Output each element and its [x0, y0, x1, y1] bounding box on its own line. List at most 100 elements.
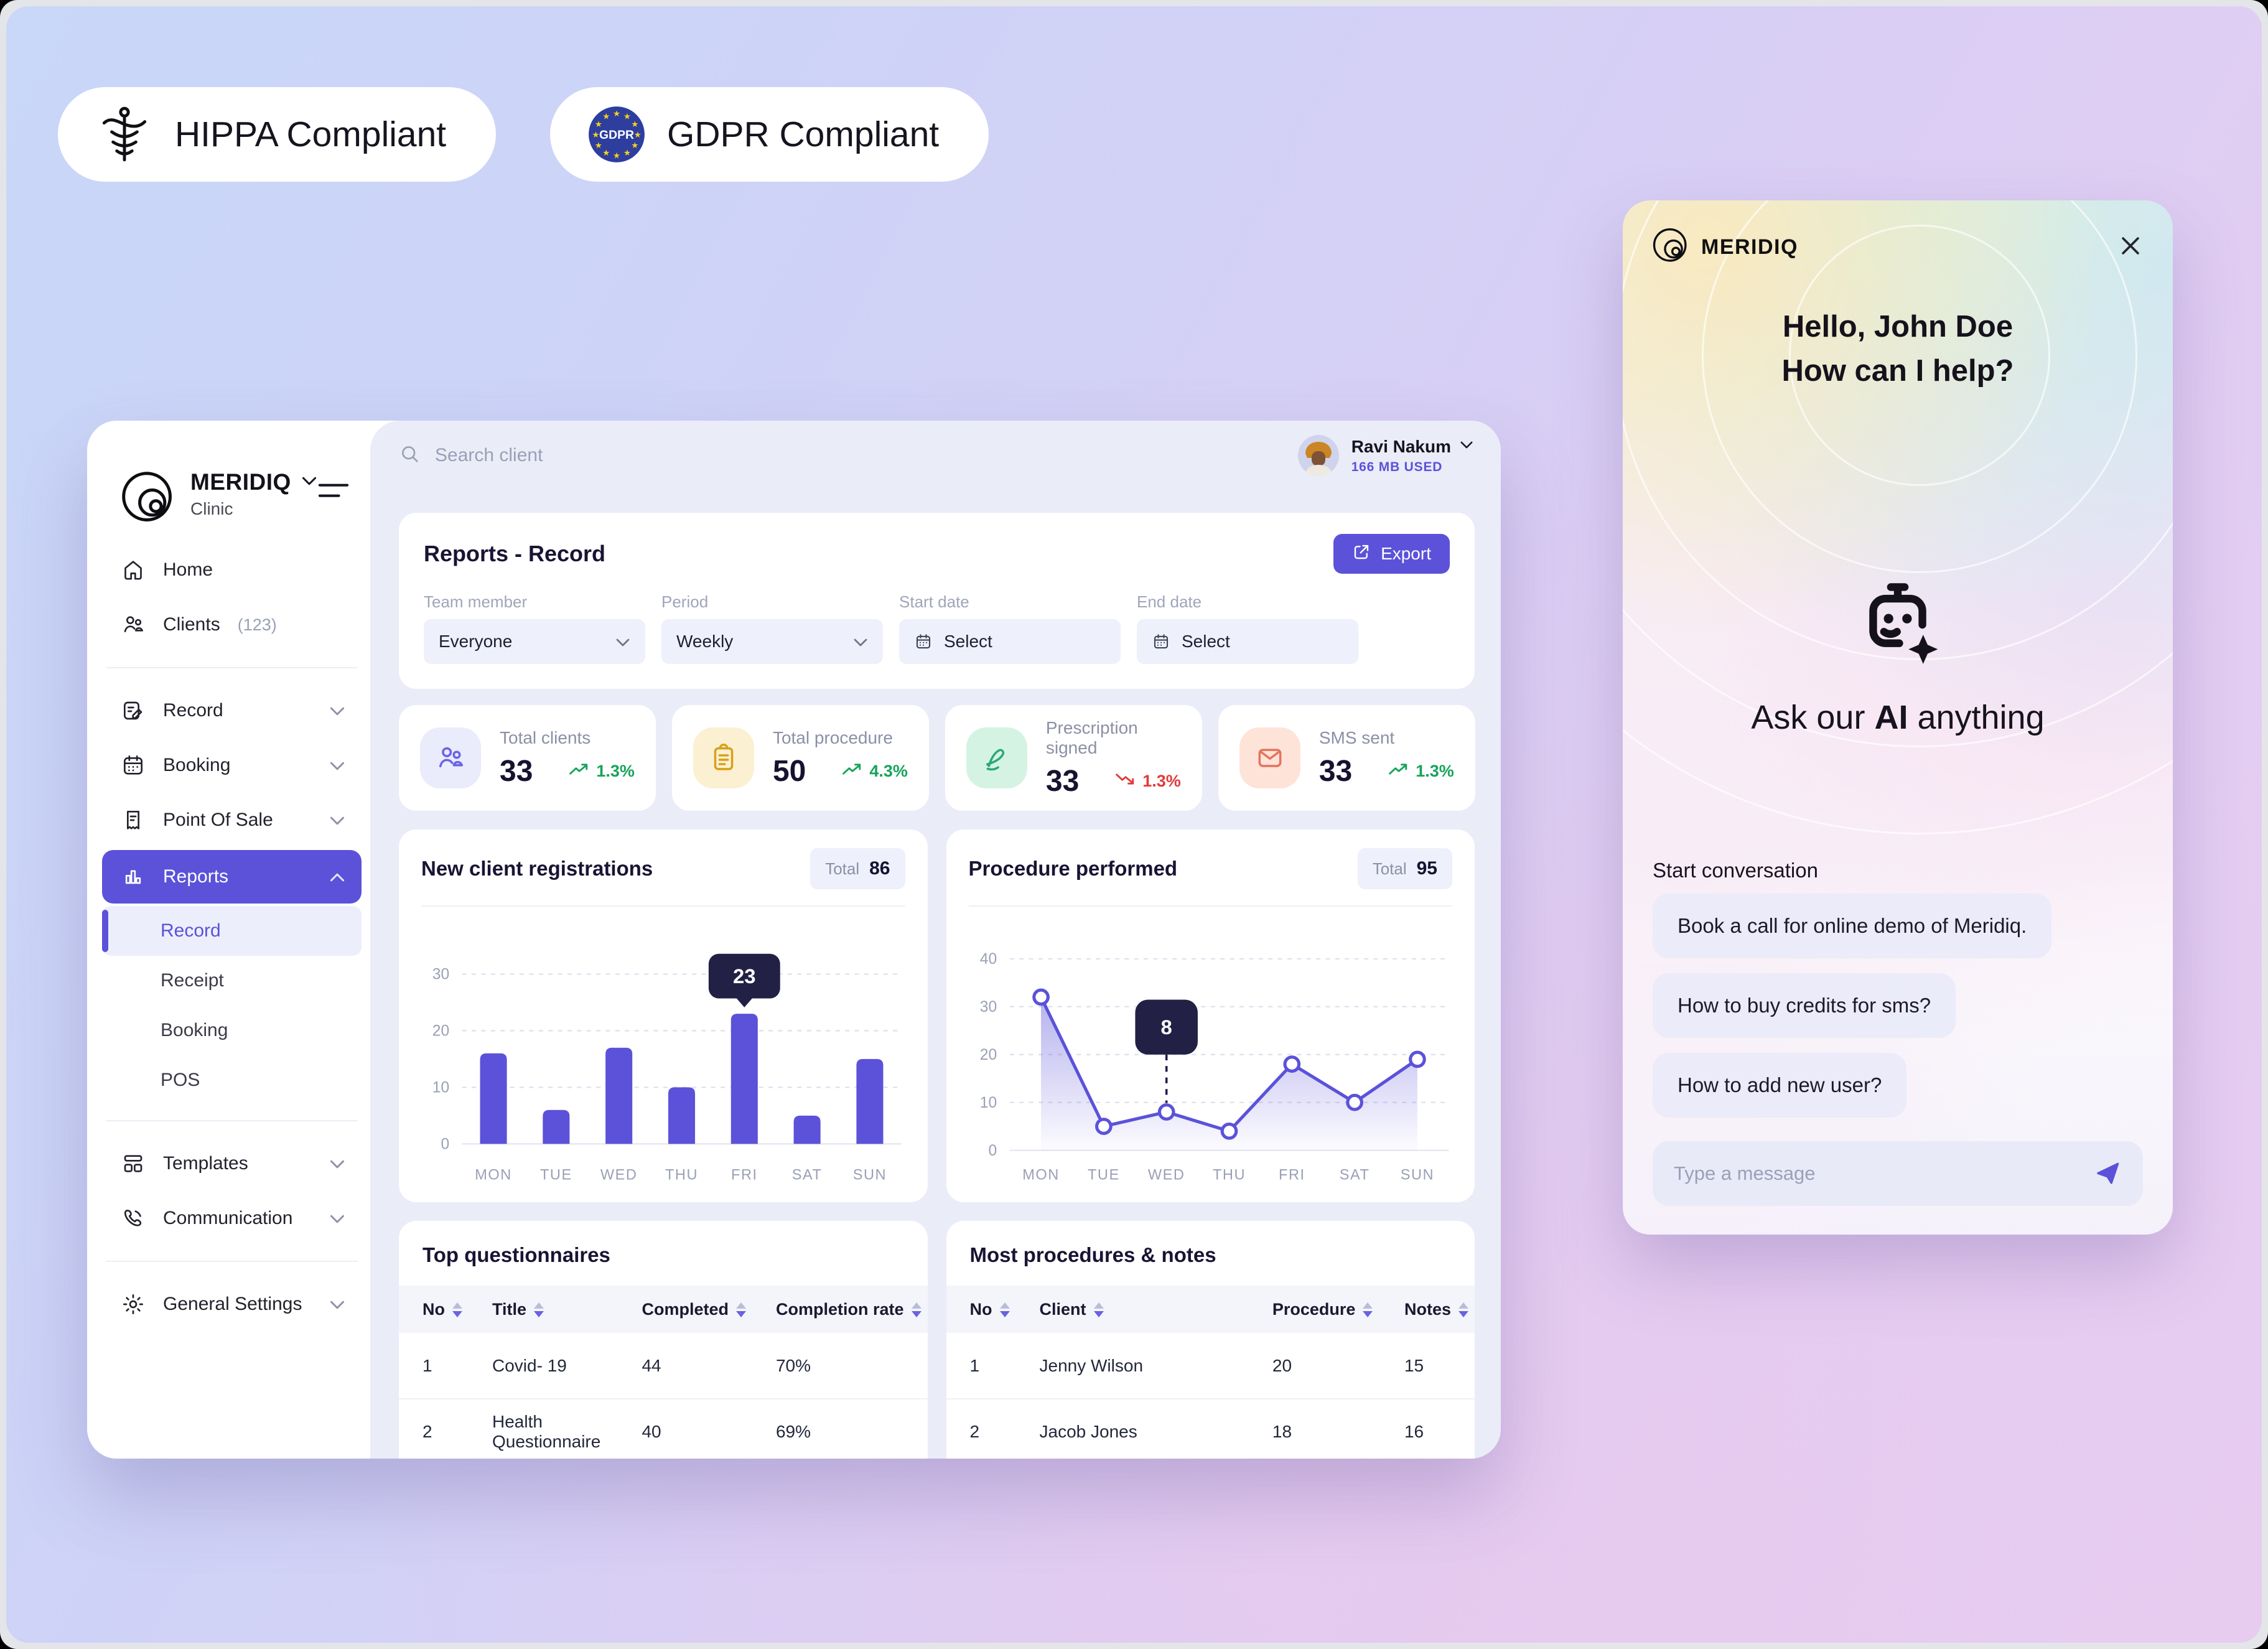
table-cell: 1 — [969, 1355, 980, 1375]
column-header[interactable]: No — [946, 1286, 1016, 1333]
send-icon[interactable] — [2093, 1159, 2122, 1188]
sidebar-subitem-booking[interactable]: Booking — [102, 1006, 362, 1055]
column-header[interactable]: Completion rate — [752, 1286, 928, 1333]
column-header[interactable]: No — [399, 1286, 469, 1333]
close-icon[interactable] — [2117, 232, 2144, 263]
sidebar-logo-row: MERIDIQ Clinic — [119, 469, 350, 530]
sidebar-item-booking[interactable]: Booking — [102, 738, 362, 793]
stat-label: SMS sent — [1318, 727, 1395, 747]
table-row: 1 Jenny Wilson 20 15 — [946, 1333, 1475, 1399]
svg-text:THU: THU — [665, 1167, 698, 1183]
export-label: Export — [1381, 544, 1431, 563]
svg-text:★: ★ — [634, 130, 642, 139]
ask-bold: AI — [1874, 699, 1908, 736]
total-value: 86 — [869, 858, 890, 879]
date-picker[interactable]: Select — [1137, 619, 1358, 664]
stat-value: 50 — [772, 754, 806, 788]
sidebar-item-home[interactable]: Home — [102, 543, 362, 597]
stat-body: Total clients 33 1.3% — [500, 728, 635, 788]
sidebar-subitem-receipt[interactable]: Receipt — [102, 956, 362, 1006]
table-cell: 15 — [1404, 1355, 1424, 1375]
sidebar-item-label: Reports — [163, 866, 229, 887]
svg-text:★: ★ — [623, 112, 631, 121]
svg-text:SUN: SUN — [1400, 1167, 1434, 1183]
user-menu[interactable]: Ravi Nakum 166 MB USED — [1297, 435, 1473, 476]
column-header[interactable]: Client — [1016, 1286, 1249, 1333]
sidebar-item-reports[interactable]: Reports — [102, 850, 362, 904]
table-cell: 69% — [752, 1398, 928, 1459]
trend-up-icon — [842, 762, 863, 781]
sidebar-item-label: General Settings — [163, 1294, 302, 1314]
filter-select[interactable]: Everyone — [424, 619, 645, 664]
sidebar-item-templates[interactable]: Templates — [102, 1136, 362, 1191]
caduceus-icon — [94, 104, 155, 165]
suggestion-chip[interactable]: Book a call for online demo of Meridiq. — [1653, 894, 2052, 958]
sort-icon — [1458, 1302, 1468, 1318]
suggestion-chip[interactable]: How to buy credits for sms? — [1653, 973, 1956, 1038]
message-input[interactable] — [1674, 1162, 2082, 1185]
stat-card: Total clients 33 1.3% — [399, 705, 656, 811]
table-row: 1 Covid- 19 44 70% — [399, 1333, 928, 1399]
export-button[interactable]: Export — [1333, 534, 1450, 574]
sidebar-item-communication[interactable]: Communication — [102, 1191, 362, 1246]
sort-icon — [735, 1302, 746, 1318]
stat-body: Prescription signed 33 1.3% — [1046, 718, 1181, 798]
sort-icon — [452, 1302, 462, 1318]
stat-label: Total procedure — [772, 727, 893, 747]
sidebar-item-clients[interactable]: Clients (123) — [102, 597, 362, 652]
stat-trend: 1.3% — [1115, 772, 1181, 791]
search-icon — [399, 443, 421, 469]
column-header[interactable]: Title — [469, 1286, 618, 1333]
filter-value: Select — [944, 632, 992, 651]
svg-text:8: 8 — [1160, 1016, 1172, 1039]
filter-fields: Team member Everyone Period Weekly Start… — [424, 592, 1450, 664]
sidebar-item-record[interactable]: Record — [102, 683, 362, 738]
svg-text:FRI: FRI — [731, 1167, 758, 1183]
chevron-down-icon — [329, 700, 345, 721]
chat-header: MERIDIQ — [1623, 200, 2173, 294]
greeting-line-2: How can I help? — [1781, 354, 2014, 388]
sidebar-item-label: Booking — [163, 755, 231, 775]
ask-ai-tagline: Ask our AI anything — [1623, 698, 2173, 737]
workspace-switcher[interactable]: MERIDIQ — [190, 469, 317, 495]
chevron-down-icon — [1460, 441, 1473, 452]
compliance-badge: HIPPA Compliant — [58, 87, 497, 182]
chat-brand: MERIDIQ — [1651, 227, 1798, 268]
trend-value: 1.3% — [1142, 771, 1181, 790]
svg-text:20: 20 — [979, 1047, 996, 1063]
chart-card-registrations: New client registrations Total 86 0 10 20 3… — [399, 829, 928, 1203]
item-count: (123) — [237, 615, 277, 634]
suggestion-chip[interactable]: How to add new user? — [1653, 1053, 1907, 1118]
table-cell: 20 — [1272, 1355, 1292, 1375]
column-header[interactable]: Procedure — [1249, 1286, 1381, 1333]
total-label: Total — [1372, 859, 1407, 878]
stat-trend: 1.3% — [569, 762, 635, 781]
line-chart: 0 10 20 30 40 8 MON TUE WED THU FRI SAT SUN — [979, 951, 1449, 1183]
sidebar-subitem-record[interactable]: Record — [102, 906, 362, 956]
sidebar-item-general-settings[interactable]: General Settings — [102, 1277, 362, 1332]
hamburger-menu-icon[interactable] — [317, 480, 350, 505]
sidebar-item-label: Record — [163, 700, 223, 721]
filter-select[interactable]: Weekly — [661, 619, 883, 664]
svg-text:10: 10 — [979, 1095, 996, 1111]
column-header[interactable]: Completed — [618, 1286, 752, 1333]
filter-label: End date — [1137, 592, 1202, 611]
column-header[interactable]: Notes — [1381, 1286, 1475, 1333]
date-picker[interactable]: Select — [899, 619, 1121, 664]
sidebar-subitem-pos[interactable]: POS — [102, 1055, 362, 1105]
clients-icon — [121, 612, 146, 637]
filter-label: Team member — [424, 592, 528, 611]
svg-text:★: ★ — [613, 109, 620, 118]
stat-trend: 1.3% — [1388, 762, 1454, 781]
sort-icon — [999, 1302, 1010, 1318]
svg-text:★: ★ — [595, 119, 602, 129]
sidebar-divider — [106, 667, 358, 668]
dashboard-window: MERIDIQ Clinic Home Clients (123) — [87, 421, 1501, 1459]
table-cell: 40 — [618, 1398, 752, 1459]
home-icon — [121, 558, 146, 582]
record-icon — [121, 698, 146, 723]
sidebar-item-point-of-sale[interactable]: Point Of Sale — [102, 793, 362, 848]
svg-text:WED: WED — [1147, 1167, 1185, 1183]
search-input[interactable] — [435, 445, 808, 466]
chart-card-procedures: Procedure performed Total 95 0 10 20 30 40 8… — [946, 829, 1475, 1203]
